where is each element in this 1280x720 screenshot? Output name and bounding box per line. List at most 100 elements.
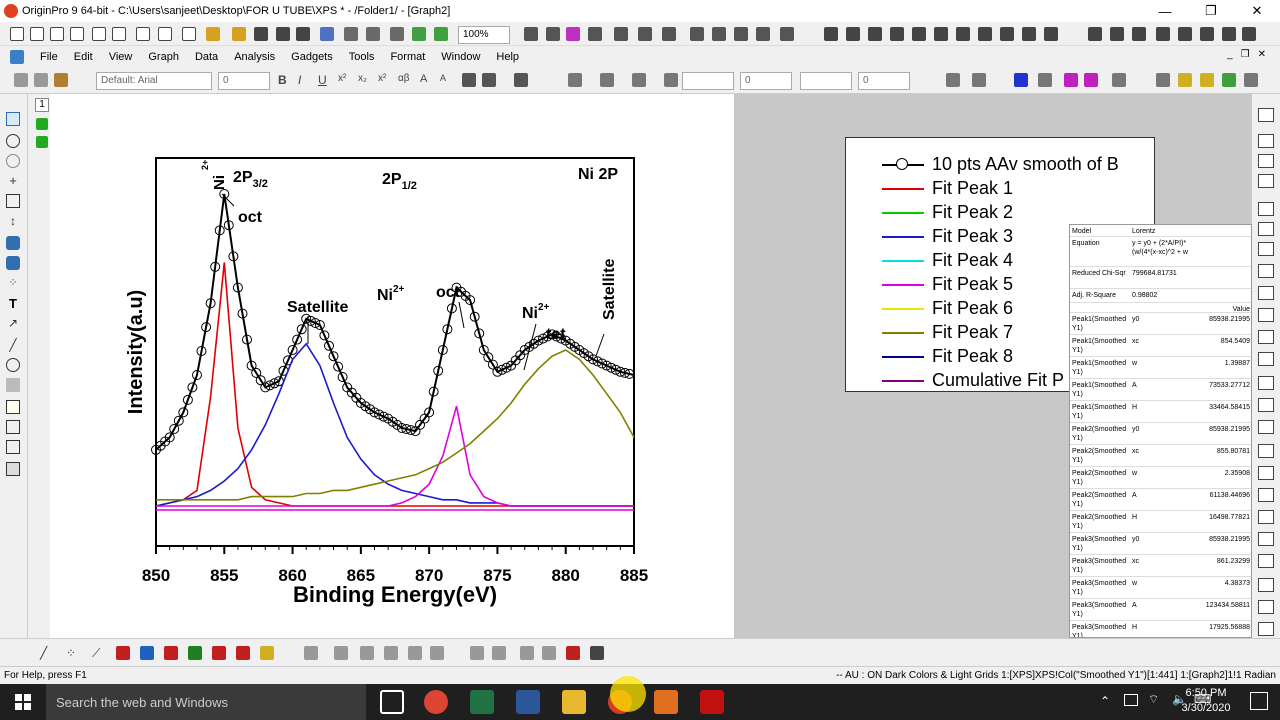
open-template-icon[interactable] (232, 27, 246, 41)
plot-type-icon-5[interactable] (1258, 286, 1274, 300)
line-style-combo[interactable] (682, 72, 734, 90)
x-axis-label[interactable]: Binding Energy(eV) (293, 582, 497, 607)
file-explorer-icon[interactable] (562, 690, 586, 714)
menu-data[interactable]: Data (194, 51, 219, 63)
annotation-satellite-2[interactable]: Satellite (601, 259, 618, 320)
new-project-icon[interactable] (10, 27, 24, 41)
set-label-icon[interactable] (1156, 27, 1170, 41)
tray-chevron-icon[interactable]: ⌃ (1100, 694, 1111, 708)
plot-type-icon-4[interactable] (1258, 264, 1274, 278)
import-icon[interactable] (320, 27, 334, 41)
sort-desc-icon[interactable] (912, 27, 926, 41)
hand-tool-icon[interactable] (6, 378, 20, 392)
layer-icon[interactable] (6, 462, 20, 476)
data-reader-tool-icon[interactable] (6, 194, 20, 208)
graph-object-icon[interactable] (6, 400, 20, 414)
new-graph-icon[interactable] (70, 27, 84, 41)
menu-analysis[interactable]: Analysis (234, 51, 276, 63)
3d-wire-icon[interactable] (384, 646, 398, 660)
screen-reader-icon[interactable] (1200, 73, 1214, 87)
x-error-icon[interactable] (1200, 27, 1214, 41)
decrease-font-button[interactable]: A (440, 73, 447, 83)
lock-icon[interactable] (1112, 73, 1126, 87)
refresh-icon[interactable] (566, 27, 580, 41)
3d-surface-icon[interactable] (304, 646, 318, 660)
new-function-icon[interactable] (112, 27, 126, 41)
regional-mask-icon[interactable]: ⁘ (8, 277, 18, 289)
filter-icon[interactable] (934, 27, 948, 41)
template-icon[interactable] (260, 646, 274, 660)
cut-icon[interactable] (14, 73, 28, 87)
annotation-oct-1[interactable]: oct (238, 209, 263, 226)
plot-type-icon-14[interactable] (1258, 488, 1274, 502)
volume-icon[interactable]: 🔈 (1172, 692, 1187, 706)
add-graph-icon[interactable] (492, 646, 506, 660)
legend-item[interactable]: Fit Peak 6 (846, 296, 1013, 320)
network-icon[interactable]: ⌔ (1148, 692, 1160, 706)
minimize-button[interactable]: — (1158, 3, 1172, 19)
import-ascii-icon[interactable] (344, 27, 358, 41)
set-z-icon[interactable] (1132, 27, 1146, 41)
menu-help[interactable]: Help (496, 51, 520, 63)
stacked-plot-icon[interactable] (164, 646, 178, 660)
pie-plot-icon[interactable] (212, 646, 226, 660)
workbook-icon-4[interactable] (1258, 174, 1274, 188)
maximize-button[interactable]: ❐ (1205, 3, 1217, 18)
annotation-oct-2[interactable]: oct (436, 284, 461, 301)
apps-icon[interactable] (780, 27, 794, 41)
super-sub-button[interactable]: x² (378, 73, 387, 84)
left-align-icon[interactable] (462, 73, 476, 87)
hand-icon[interactable] (1178, 73, 1192, 87)
mask-points-icon[interactable] (6, 236, 20, 250)
legend-item[interactable]: Fit Peak 7 (846, 320, 1013, 344)
font-combo[interactable]: Default: Arial (96, 72, 212, 90)
copy-icon[interactable] (34, 73, 48, 87)
workbook-icon-3[interactable] (1258, 154, 1274, 168)
legend-item[interactable]: 10 pts AAv smooth of B (846, 152, 1119, 176)
series-line-4[interactable] (156, 349, 635, 501)
bar-plot-icon[interactable] (140, 646, 154, 660)
italic-button[interactable]: I (298, 73, 302, 87)
workbook-icon-2[interactable] (1258, 134, 1274, 148)
legend-item[interactable]: Fit Peak 4 (846, 248, 1013, 272)
plot-type-icon-9[interactable] (1258, 376, 1274, 390)
data-selector-icon[interactable]: ↕ (10, 214, 16, 228)
scale-icon[interactable] (6, 440, 20, 454)
add-layer-icon[interactable] (542, 646, 556, 660)
line-tool-icon[interactable]: ╱ (9, 338, 17, 352)
plot-type-icon-19[interactable] (1258, 600, 1274, 614)
plot-type-icon-2[interactable] (1258, 222, 1274, 236)
smooth-data-markers[interactable] (151, 189, 635, 455)
zoom-out-icon[interactable] (6, 154, 20, 168)
rescale-icon[interactable] (1156, 73, 1170, 87)
annotation-ni-mid[interactable]: Ni2+ (377, 284, 405, 304)
save-window-icon[interactable] (276, 27, 290, 41)
pattern-icon[interactable] (600, 73, 614, 87)
annotation-2p32[interactable]: 2P3/2 (233, 169, 268, 190)
menu-format[interactable]: Format (390, 51, 426, 63)
menu-tools[interactable]: Tools (348, 51, 375, 63)
scatter-plot-icon[interactable]: ⁘ (66, 646, 77, 660)
disregard-icon[interactable] (1178, 27, 1192, 41)
plot-type-icon-16[interactable] (1258, 532, 1274, 546)
underline-button[interactable]: U (318, 73, 327, 87)
chrome-icon[interactable] (424, 690, 448, 714)
action-center-icon[interactable] (1250, 692, 1268, 710)
table-icon[interactable] (972, 73, 986, 87)
plot-type-icon-15[interactable] (1258, 510, 1274, 524)
border-combo[interactable] (800, 72, 852, 90)
move-up-icon[interactable] (1064, 73, 1078, 87)
import-excel-icon[interactable] (390, 27, 404, 41)
graph-page[interactable]: 850 855 860 865 870 875 880 885 Binding Energy(… (50, 94, 734, 638)
message-log-icon[interactable] (712, 27, 726, 41)
fill-color-icon[interactable] (568, 73, 582, 87)
zoom-combo[interactable]: 100% (458, 26, 510, 44)
legend-item[interactable]: Fit Peak 8 (846, 344, 1013, 368)
column-plot-icon[interactable] (116, 646, 130, 660)
menu-edit[interactable]: Edit (73, 51, 93, 63)
results-log-icon[interactable] (638, 27, 652, 41)
print-icon[interactable] (524, 27, 538, 41)
new-layout-icon[interactable] (136, 27, 150, 41)
excel-icon[interactable] (470, 690, 494, 714)
filter-x-icon[interactable] (1044, 27, 1058, 41)
